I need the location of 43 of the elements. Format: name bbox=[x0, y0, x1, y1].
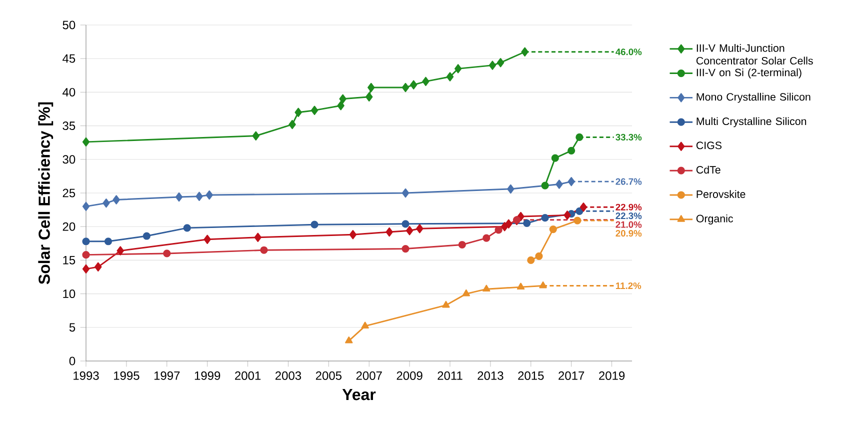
x-tick-label: 1999 bbox=[194, 371, 220, 380]
x-tick-label: 2017 bbox=[558, 371, 584, 380]
annotation: 21.0% bbox=[616, 221, 642, 228]
legend-label: III-V on Si (2-terminal) bbox=[696, 68, 802, 78]
y-tick-label: 25 bbox=[62, 188, 76, 198]
legend-label: CdTe bbox=[696, 166, 720, 174]
x-tick-label: 2015 bbox=[518, 371, 544, 380]
y-tick-label: 5 bbox=[69, 323, 76, 332]
y-tick-label: 30 bbox=[62, 155, 76, 164]
y-tick-label: 10 bbox=[63, 290, 76, 298]
annotation: 26.7% bbox=[616, 178, 642, 185]
legend-label: Mono Crystalline Silicon bbox=[696, 92, 810, 103]
x-tick-label: 2003 bbox=[275, 371, 302, 380]
x-tick-label: 2011 bbox=[438, 371, 462, 380]
legend-label: CIGS bbox=[696, 142, 722, 150]
y-tick-label: 40 bbox=[62, 88, 76, 96]
y-tick-label: 45 bbox=[62, 54, 76, 63]
x-tick-label: 2019 bbox=[599, 371, 625, 380]
y-tick-label: 20 bbox=[62, 222, 76, 231]
y-tick-label: 15 bbox=[63, 256, 76, 264]
x-tick-label: 1995 bbox=[114, 371, 140, 380]
legend-label: Perovskite bbox=[696, 190, 746, 198]
y-tick-label: 35 bbox=[62, 122, 76, 130]
annotation: 22.3% bbox=[616, 212, 642, 220]
x-tick-label: 2009 bbox=[396, 371, 422, 380]
x-tick-label: 2013 bbox=[478, 371, 504, 380]
legend-label: Organic bbox=[696, 214, 733, 224]
annotation: 22.9% bbox=[616, 204, 642, 210]
y-tick-label: 0 bbox=[69, 356, 76, 366]
x-tick-label: 1993 bbox=[74, 371, 99, 380]
x-tick-label: 2005 bbox=[316, 371, 342, 380]
annotation: 20.9% bbox=[616, 230, 642, 237]
annotation: 33.3% bbox=[616, 134, 642, 141]
x-tick-label: 2007 bbox=[356, 371, 382, 380]
x-tick-label: 2001 bbox=[235, 371, 261, 380]
annotation: 11.2% bbox=[616, 282, 642, 290]
annotation: 46.0% bbox=[616, 48, 642, 56]
y-tick-label: 50 bbox=[62, 20, 76, 30]
y-axis-title: Solar Cell Efficiency [%] bbox=[38, 102, 54, 284]
legend-label: Multi Crystalline Silicon bbox=[696, 117, 806, 128]
legend-label: III-V Multi-Junction Concentrator Solar Cells bbox=[696, 44, 813, 65]
x-tick-label: 1997 bbox=[154, 371, 180, 380]
x-axis-title: Year bbox=[342, 389, 376, 400]
